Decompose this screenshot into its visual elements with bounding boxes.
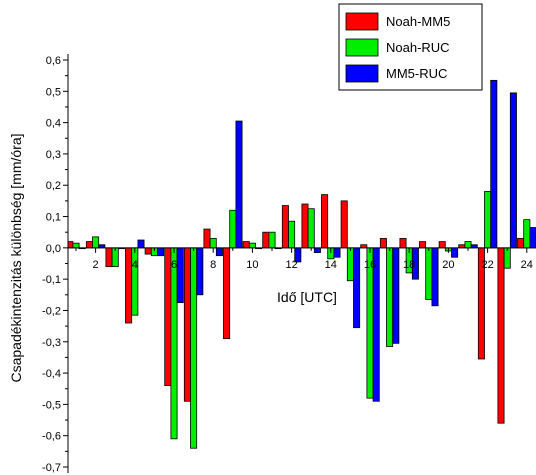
bar-mm5-ruc-5 (157, 247, 165, 257)
bar-noah-mm5-13 (301, 203, 309, 249)
x-tick-label: 18 (403, 259, 415, 271)
bar-noah-ruc-12 (288, 220, 296, 249)
x-tick-label: 16 (364, 259, 376, 271)
bar-noah-ruc-9 (229, 209, 237, 249)
bar-noah-ruc-24 (523, 219, 531, 249)
legend: Noah-MM5 Noah-RUC MM5-RUC (338, 3, 483, 91)
bar-mm5-ruc-19 (431, 247, 439, 307)
bar-noah-ruc-11 (268, 231, 276, 249)
y-tick-label: 0,6 (46, 55, 61, 67)
y-tick-label: -0,5 (42, 399, 61, 411)
bar-mm5-ruc-22 (490, 79, 498, 249)
bar-noah-mm5-11 (262, 231, 270, 249)
bar-noah-ruc-10 (248, 242, 256, 249)
bar-noah-mm5-24 (517, 238, 525, 249)
legend-label-noah-mm5: Noah-MM5 (386, 14, 450, 29)
x-tick-label: 4 (132, 259, 138, 271)
bar-mm5-ruc-16 (372, 247, 380, 402)
bar-mm5-ruc-6 (176, 247, 184, 304)
bar-noah-mm5-17 (379, 238, 387, 249)
bar-noah-mm5-14 (321, 194, 329, 249)
bar-noah-ruc-1 (72, 242, 80, 249)
bar-noah-mm5-19 (419, 241, 427, 249)
axes-group: 0,6 0,5 0,4 0,3 0,2 0,1 0,0 -0,1 -0,2 -0,3 -0,4 -0,… (42, 54, 536, 474)
y-tick-label: -0,2 (42, 305, 61, 317)
bar-mm5-ruc-24 (529, 227, 536, 249)
bar-noah-mm5-2 (85, 241, 93, 249)
bar-noah-mm5-15 (340, 200, 348, 249)
bar-noah-ruc-21 (464, 241, 472, 249)
legend-label-mm5-ruc: MM5-RUC (386, 66, 447, 81)
y-axis-title: Csapadékintenzitás különbség [mm/óra] (8, 133, 24, 382)
x-tick-label: 12 (285, 259, 297, 271)
y-tick-label: -0,7 (42, 462, 61, 474)
y-tick-label: 0,0 (46, 243, 61, 255)
y-tick-label: 0,2 (46, 180, 61, 192)
y-tick-label: -0,6 (42, 431, 61, 443)
bar-mm5-ruc-15 (353, 247, 361, 329)
x-tick-label: 2 (93, 259, 99, 271)
bar-noah-ruc-22 (484, 191, 492, 249)
bar-noah-ruc-8 (209, 238, 217, 249)
y-tick-label: 0,5 (46, 86, 61, 98)
y-tick-label: 0,1 (46, 212, 61, 224)
legend-swatch-noah-mm5 (345, 12, 379, 31)
bar-noah-mm5-23 (497, 247, 505, 424)
bar-mm5-ruc-9 (235, 120, 243, 249)
bar-noah-mm5-7 (183, 247, 191, 402)
bar-noah-mm5-12 (281, 205, 289, 249)
bar-noah-mm5-9 (223, 247, 231, 340)
x-tick-label: 20 (442, 259, 454, 271)
bar-mm5-ruc-14 (333, 247, 341, 258)
bar-noah-ruc-15 (346, 247, 354, 282)
bar-mm5-ruc-8 (215, 247, 223, 257)
y-tick-label: -0,3 (42, 337, 61, 349)
bar-mm5-ruc-13 (313, 247, 321, 253)
y-tick-label: 0,3 (46, 149, 61, 161)
bar-mm5-ruc-7 (196, 247, 204, 296)
bar-mm5-ruc-23 (509, 92, 517, 249)
x-tick-label: 14 (325, 259, 337, 271)
x-tick-label: 22 (481, 259, 493, 271)
legend-label-noah-ruc: Noah-RUC (386, 40, 450, 55)
bar-noah-ruc-23 (503, 247, 511, 269)
bar-noah-ruc-7 (190, 247, 198, 449)
bar-noah-mm5-18 (399, 238, 407, 249)
y-tick-label: -0,1 (42, 274, 61, 286)
bar-noah-ruc-19 (425, 247, 433, 300)
bar-noah-ruc-17 (386, 247, 394, 347)
x-tick-label: 10 (246, 259, 258, 271)
bar-noah-mm5-10 (242, 241, 250, 249)
x-tick-label: 24 (521, 259, 533, 271)
bar-mm5-ruc-17 (392, 247, 400, 344)
bar-noah-ruc-13 (307, 208, 315, 249)
x-axis-title: Idő [UTC] (277, 289, 337, 305)
legend-swatch-mm5-ruc (345, 64, 379, 83)
x-tick-label: 8 (210, 259, 216, 271)
bar-mm5-ruc-20 (451, 247, 459, 258)
bar-noah-mm5-3 (105, 247, 113, 268)
bar-noah-ruc-6 (170, 247, 178, 440)
bar-noah-mm5-5 (144, 247, 152, 255)
bar-noah-mm5-8 (203, 228, 211, 249)
bar-noah-mm5-20 (438, 241, 446, 249)
legend-swatch-noah-ruc (345, 38, 379, 57)
y-tick-label: -0,4 (42, 368, 61, 380)
bar-noah-ruc-2 (92, 236, 100, 249)
x-tick-label: 6 (171, 259, 177, 271)
bar-mm5-ruc-4 (137, 239, 145, 249)
y-tick-label: 0,4 (46, 118, 61, 130)
